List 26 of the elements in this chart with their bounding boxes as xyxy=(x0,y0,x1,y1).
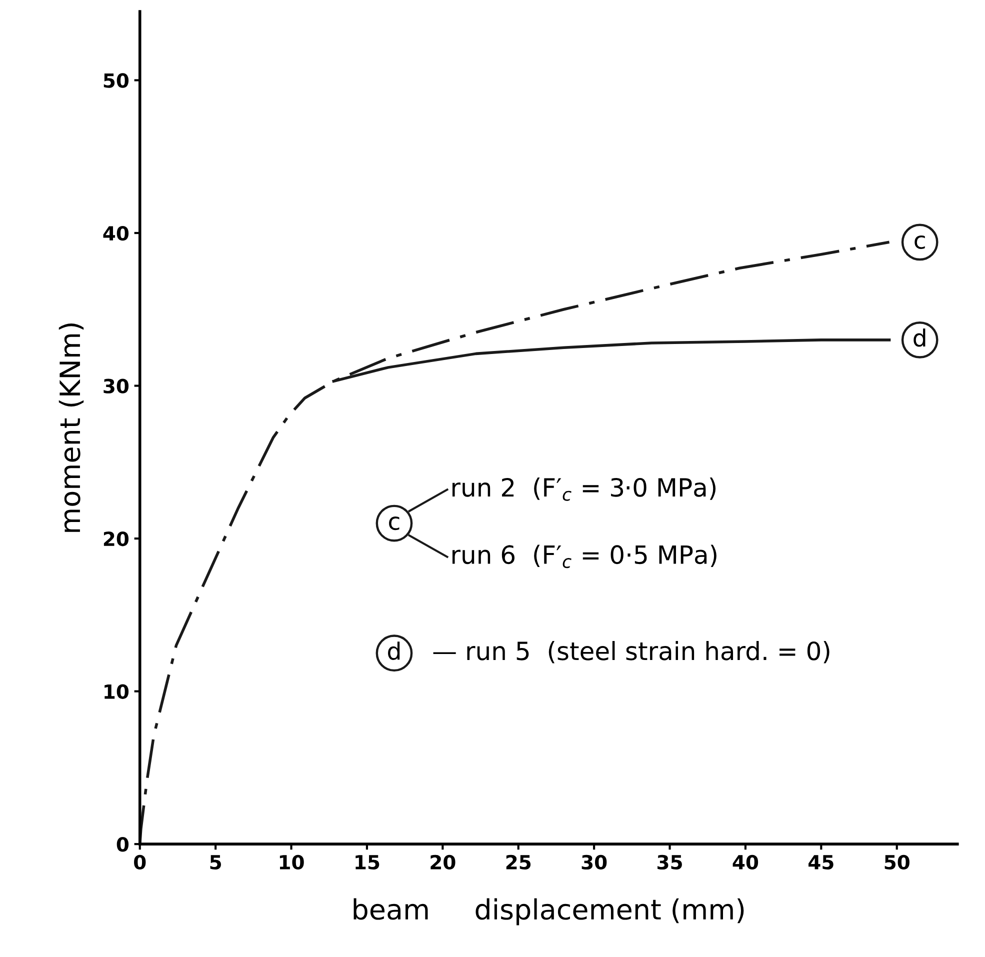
x-tick-label: 30 xyxy=(582,854,607,870)
x-tick-label: 15 xyxy=(356,855,380,870)
x-tick-label: 50 xyxy=(884,854,910,870)
x-tick-label: 5 xyxy=(210,855,221,870)
annotation: — run 5 (steel strain hard. = 0) xyxy=(433,641,830,664)
x-tick-label: 0 xyxy=(134,854,146,870)
x-tick-label: 35 xyxy=(658,854,682,870)
y-tick-label: 20 xyxy=(104,531,129,546)
x-tick-label: 10 xyxy=(280,854,304,870)
x-tick-label: 45 xyxy=(808,855,834,870)
y-tick-label: 10 xyxy=(104,684,129,699)
y-tick-label: 40 xyxy=(103,226,129,241)
x-tick-label: 20 xyxy=(430,854,456,870)
annotation: run 2 (F′$_{c}$ = 3·0 MPa) xyxy=(452,478,716,501)
x-tick-label: 40 xyxy=(732,854,758,870)
annotation: run 6 (F′$_{c}$ = 0·5 MPa) xyxy=(452,544,716,568)
y-tick-label: 50 xyxy=(104,73,129,88)
x-tick-label: 25 xyxy=(506,854,531,870)
text: c xyxy=(389,516,400,530)
series-label: c xyxy=(914,235,925,250)
y-axis-title: moment (KNm) xyxy=(58,324,84,532)
text: d xyxy=(388,642,400,660)
x-axis-title: beam displacement (mm) xyxy=(354,898,744,926)
y-tick-label: 30 xyxy=(104,378,129,394)
series-label: d xyxy=(914,328,926,347)
y-tick-label: 0 xyxy=(116,837,129,852)
